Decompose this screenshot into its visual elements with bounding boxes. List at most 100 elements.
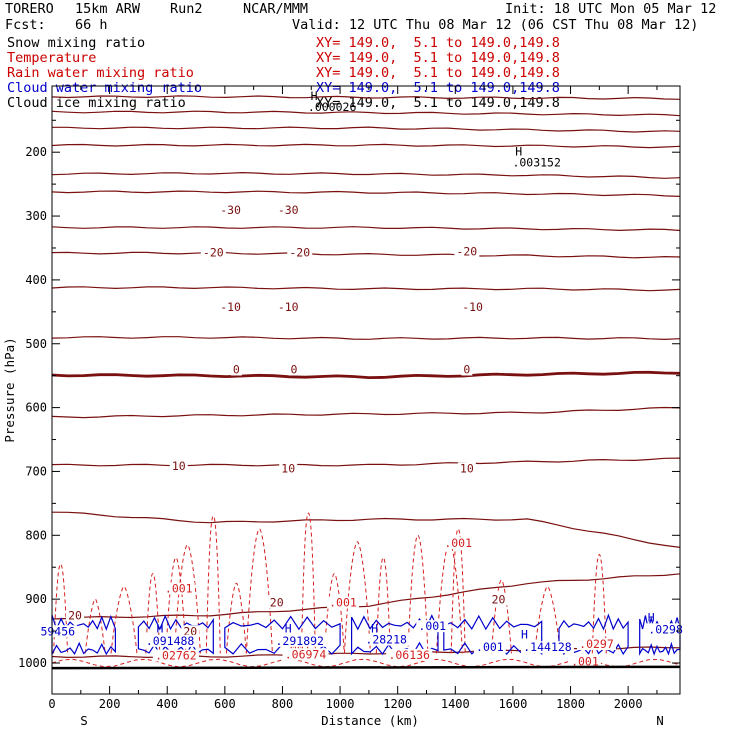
temperature-label-bg bbox=[218, 300, 244, 313]
temperature-contour-line bbox=[51, 95, 681, 100]
temperature-label: -30 bbox=[220, 203, 241, 217]
temperature-label: -10 bbox=[220, 300, 241, 314]
x-tick-label: 600 bbox=[214, 697, 236, 711]
rain-label-bg bbox=[442, 537, 475, 550]
cloud-water-label-bg bbox=[416, 620, 449, 633]
model-name: TORERO bbox=[5, 1, 54, 17]
x-tick-label: 800 bbox=[272, 697, 294, 711]
temperature-label-bg bbox=[200, 246, 226, 259]
legend-cloud-water-xy: XY= 149.0, 5.1 to 149.0,149.8 bbox=[316, 80, 560, 96]
rain-contour bbox=[245, 528, 273, 654]
rain-label: .001 bbox=[571, 654, 599, 668]
cloud-water-label: .291892 bbox=[276, 634, 324, 648]
cloud-water-label-bg bbox=[273, 634, 327, 647]
temperature-contour-line bbox=[51, 457, 681, 467]
x-tick-label: 1600 bbox=[498, 697, 527, 711]
rain-contour bbox=[407, 534, 429, 654]
high-marker: H bbox=[371, 621, 378, 635]
rain-contour bbox=[343, 541, 371, 654]
x-tick-label: 400 bbox=[156, 697, 178, 711]
rain-label: .06974 bbox=[285, 647, 327, 661]
legend-cloud-ice-xy: XY= 149.0, 5.1 to 149.0,149.8 bbox=[316, 95, 560, 111]
valid-time: Valid: 12 UTC Thu 08 Mar 12 (06 CST Thu … bbox=[292, 17, 699, 33]
temperature-label-bg bbox=[279, 462, 298, 475]
rain-label-bg bbox=[568, 655, 601, 668]
temperature-contour-line bbox=[51, 406, 681, 419]
fcst-value: 66 h bbox=[75, 17, 108, 33]
temperature-label: 0 bbox=[463, 362, 470, 376]
x-tick-label: 1400 bbox=[441, 697, 470, 711]
temperature-label: -20 bbox=[203, 246, 224, 260]
legend-snow: Snow mixing ratio bbox=[7, 35, 146, 51]
legend-rain: Rain water mixing ratio bbox=[7, 65, 194, 81]
temperature-contour-line bbox=[51, 143, 681, 149]
cloud-water-label-bg bbox=[143, 634, 197, 647]
temperature-label-bg bbox=[454, 245, 480, 258]
temperature-contour-line bbox=[51, 226, 681, 232]
high-value-label: .000026 bbox=[308, 100, 357, 114]
org-name: NCAR/MMM bbox=[243, 1, 309, 17]
temperature-label-bg bbox=[66, 609, 85, 622]
temperature-label-bg bbox=[275, 203, 301, 216]
cloud-water-label-bg bbox=[38, 625, 78, 638]
x-tick-label: 1200 bbox=[383, 697, 412, 711]
y-tick-label: 900 bbox=[25, 592, 47, 606]
ground-line bbox=[51, 665, 681, 670]
temperature-label: -10 bbox=[462, 300, 483, 314]
y-tick-label: 1000 bbox=[18, 656, 47, 670]
rain-label: .001 bbox=[329, 596, 357, 610]
temperature-label-bg bbox=[169, 459, 188, 472]
rain-label: .0297 bbox=[579, 637, 614, 651]
south-label: S bbox=[80, 713, 88, 728]
x-tick-label: 2000 bbox=[614, 697, 643, 711]
cloud-water-label-bg bbox=[473, 641, 506, 654]
model-resolution: 15km ARW bbox=[75, 1, 141, 17]
temperature-label: 0 bbox=[233, 362, 240, 376]
temperature-contour-line bbox=[51, 370, 681, 380]
legend-snow-xy: XY= 149.0, 5.1 to 149.0,149.8 bbox=[316, 35, 560, 51]
rain-contour bbox=[323, 573, 345, 654]
temperature-label-bg bbox=[267, 596, 286, 609]
init-time: Init: 18 UTC Mon 05 Mar 12 bbox=[505, 1, 717, 17]
temperature-label: 10 bbox=[460, 461, 474, 475]
cloud-water-contour bbox=[558, 613, 629, 656]
x-axis-title: Distance (km) bbox=[321, 713, 419, 728]
x-tick-label: 1800 bbox=[556, 697, 585, 711]
legend-cloud-water: Cloud water mixing ratio bbox=[7, 80, 203, 96]
run-name: Run2 bbox=[170, 1, 203, 17]
cloud-water-label: .0298 bbox=[648, 622, 683, 636]
x-tick-label: 1000 bbox=[326, 697, 355, 711]
north-label: N bbox=[656, 713, 664, 728]
rain-contour bbox=[53, 563, 69, 654]
rain-contour bbox=[225, 582, 247, 654]
temperature-label-bg bbox=[460, 300, 486, 313]
temperature-contour-line bbox=[51, 573, 681, 620]
temperature-label-bg bbox=[218, 203, 244, 216]
x-tick-label: 0 bbox=[48, 697, 55, 711]
cloud-water-label-bg bbox=[646, 623, 686, 636]
cloud-water-label: .091488 bbox=[146, 634, 195, 648]
rain-contour bbox=[173, 544, 201, 654]
temperature-label: -10 bbox=[278, 300, 299, 314]
rain-label-bg bbox=[576, 638, 616, 651]
cloud-water-label: .144128 bbox=[523, 640, 572, 654]
high-value-label: .003152 bbox=[512, 155, 560, 169]
temperature-label: -30 bbox=[278, 203, 299, 217]
high-marker: H bbox=[521, 628, 528, 642]
plot-frame bbox=[51, 85, 681, 695]
high-marker: H bbox=[648, 610, 655, 624]
temperature-label-bg bbox=[461, 363, 473, 376]
temperature-label: 20 bbox=[183, 624, 197, 638]
cloud-water-label: 59456 bbox=[40, 624, 75, 638]
rain-contour bbox=[300, 512, 316, 654]
high-marker: H bbox=[515, 144, 522, 158]
temperature-contour-line bbox=[52, 126, 681, 133]
y-tick-label: 500 bbox=[25, 337, 47, 351]
y-tick-label: 300 bbox=[25, 209, 47, 223]
contour-labels: -30 -30 -20 -20 -20 -10 -10 -10 0 0 0 10 10 10 20 20 20 2… bbox=[38, 89, 686, 668]
temperature-label: -20 bbox=[289, 246, 310, 260]
temperature-label-bg bbox=[288, 363, 300, 376]
temperature-contour-line bbox=[51, 286, 681, 292]
